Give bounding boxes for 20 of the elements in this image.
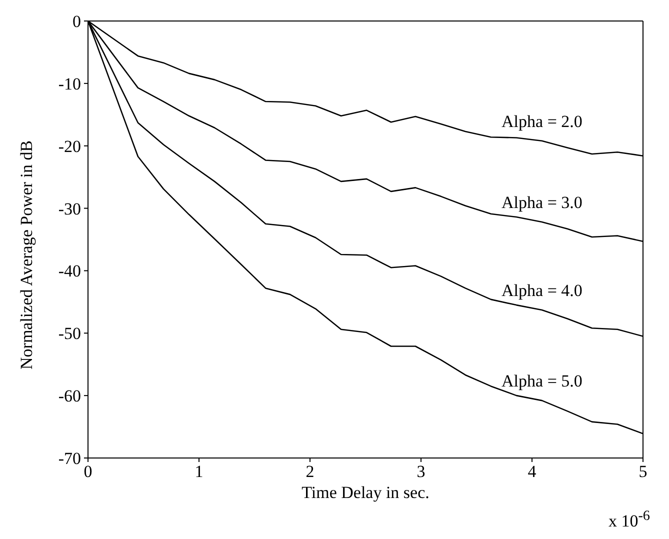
series-label: Alpha = 2.0 [502,112,582,131]
series-label: Alpha = 4.0 [502,281,582,300]
y-tick-label: -50 [58,324,81,344]
x-tick-label: 1 [194,462,204,482]
x-tick-label: 2 [306,462,314,482]
y-tick-label: -60 [58,386,81,406]
series-label: Alpha = 3.0 [502,193,582,212]
text: x 10$^{-6}$ [608,508,650,532]
x-tick-label: 4 [528,462,537,482]
y-tick-label: 0 [72,12,81,32]
y-axis-title: Normalized Average Power in dB [17,140,36,370]
x-tick-label: 5 [638,462,648,482]
series-label: Alpha = 5.0 [502,372,582,391]
x-tick-label: 3 [416,462,426,482]
x-axis-title: Time Delay in sec. [302,483,430,502]
y-tick-label: -70 [58,449,81,468]
y-tick-label: -10 [58,74,81,94]
y-tick-label: -20 [58,136,81,156]
y-tick-label: -40 [58,262,81,281]
y-tick-label: -30 [58,199,81,218]
